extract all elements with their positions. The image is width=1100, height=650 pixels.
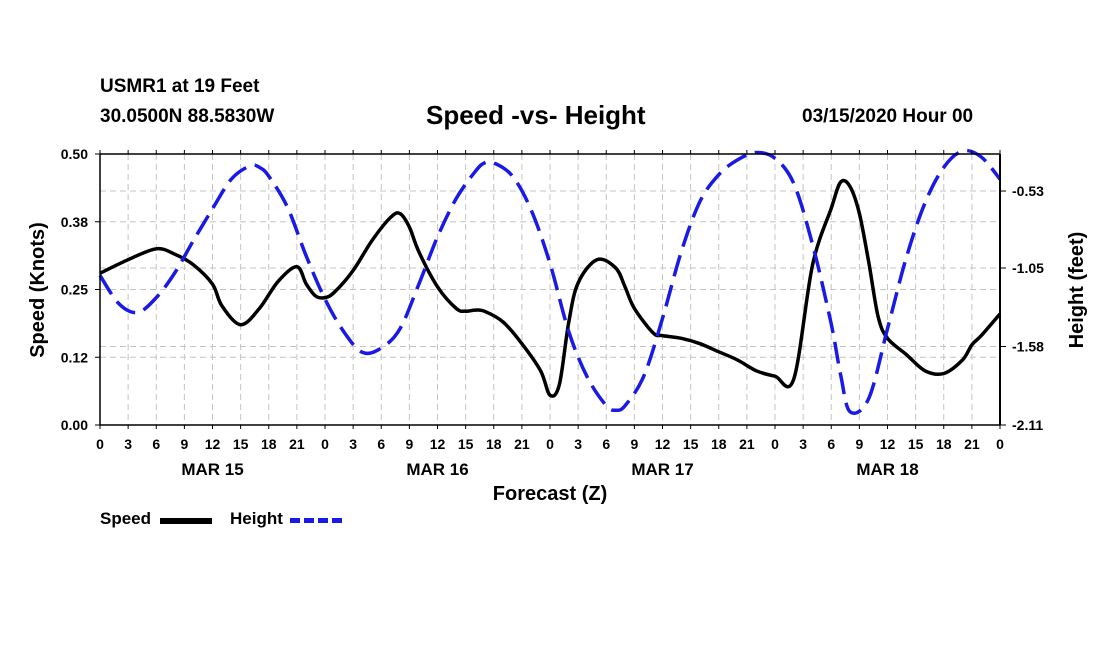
axes: 0 3 6 9 12 15 18 21 0 3 6 9 12 15 18 21 0 3 6 9 12 15 18 21 0 3 6 9… bbox=[61, 146, 1044, 479]
x-tick-label: 12 bbox=[880, 436, 896, 452]
x-tick-label: 0 bbox=[771, 436, 779, 452]
x-tick-label: 21 bbox=[739, 436, 755, 452]
day-label: MAR 15 bbox=[181, 460, 243, 479]
x-tick-label: 9 bbox=[855, 436, 863, 452]
x-tick-label: 15 bbox=[233, 436, 249, 452]
x-tick-label: 0 bbox=[546, 436, 554, 452]
speed-series-line bbox=[99, 178, 1002, 398]
x-tick-label: 0 bbox=[96, 436, 104, 452]
x-tick-label: 3 bbox=[574, 436, 582, 452]
x-tick-label: 12 bbox=[205, 436, 221, 452]
x-tick-label: 3 bbox=[799, 436, 807, 452]
x-tick-label: 12 bbox=[655, 436, 671, 452]
x-tick-label: 21 bbox=[514, 436, 530, 452]
left-tick-label: 0.25 bbox=[61, 282, 88, 298]
x-tick-label: 15 bbox=[458, 436, 474, 452]
x-tick-label: 9 bbox=[180, 436, 188, 452]
legend-height-label: Height bbox=[230, 509, 283, 528]
x-tick-label: 18 bbox=[486, 436, 502, 452]
right-axis-label: Height (feet) bbox=[1066, 232, 1088, 349]
x-tick-label: 15 bbox=[908, 436, 924, 452]
x-tick-label: 12 bbox=[430, 436, 446, 452]
x-axis-label: Forecast (Z) bbox=[493, 483, 607, 505]
x-tick-label: 9 bbox=[405, 436, 413, 452]
x-tick-label: 6 bbox=[602, 436, 610, 452]
series-layer bbox=[98, 148, 1002, 415]
x-tick-label: 6 bbox=[377, 436, 385, 452]
x-tick-label: 0 bbox=[321, 436, 329, 452]
legend-speed-swatch bbox=[160, 518, 212, 524]
day-label: MAR 16 bbox=[406, 460, 468, 479]
station-label: USMR1 at 19 Feet bbox=[100, 76, 260, 97]
left-tick-label: 0.00 bbox=[61, 417, 88, 433]
right-tick-label: -1.58 bbox=[1012, 339, 1044, 355]
forecast-run-time: 03/15/2020 Hour 00 bbox=[802, 106, 974, 127]
day-label: MAR 17 bbox=[631, 460, 693, 479]
grid bbox=[100, 154, 1000, 426]
x-tick-label: 18 bbox=[711, 436, 727, 452]
legend-speed-label: Speed bbox=[100, 509, 152, 528]
right-tick-label: -0.53 bbox=[1012, 183, 1044, 199]
height-series-line bbox=[98, 148, 1002, 415]
x-tick-label: 3 bbox=[349, 436, 357, 452]
x-tick-label: 6 bbox=[152, 436, 160, 452]
day-label: MAR 18 bbox=[856, 460, 918, 479]
left-axis-label: Speed (Knots) bbox=[27, 222, 49, 358]
right-tick-label: -2.11 bbox=[1012, 417, 1043, 433]
x-tick-label: 15 bbox=[683, 436, 699, 452]
x-tick-label: 6 bbox=[827, 436, 835, 452]
station-coordinates: 30.0500N 88.5830W bbox=[100, 106, 275, 127]
x-tick-label: 9 bbox=[630, 436, 638, 452]
x-tick-label: 18 bbox=[936, 436, 952, 452]
x-tick-label: 3 bbox=[124, 436, 132, 452]
left-tick-label: 0.38 bbox=[61, 214, 88, 230]
x-tick-label: 21 bbox=[289, 436, 305, 452]
x-tick-label: 0 bbox=[996, 436, 1004, 452]
x-tick-label: 18 bbox=[261, 436, 277, 452]
chart-title: Speed -vs- Height bbox=[426, 100, 646, 130]
legend-height-swatch bbox=[290, 518, 342, 523]
left-tick-label: 0.12 bbox=[61, 349, 88, 365]
right-tick-label: -1.05 bbox=[1012, 260, 1044, 276]
left-tick-label: 0.50 bbox=[61, 146, 88, 162]
x-tick-label: 21 bbox=[964, 436, 980, 452]
